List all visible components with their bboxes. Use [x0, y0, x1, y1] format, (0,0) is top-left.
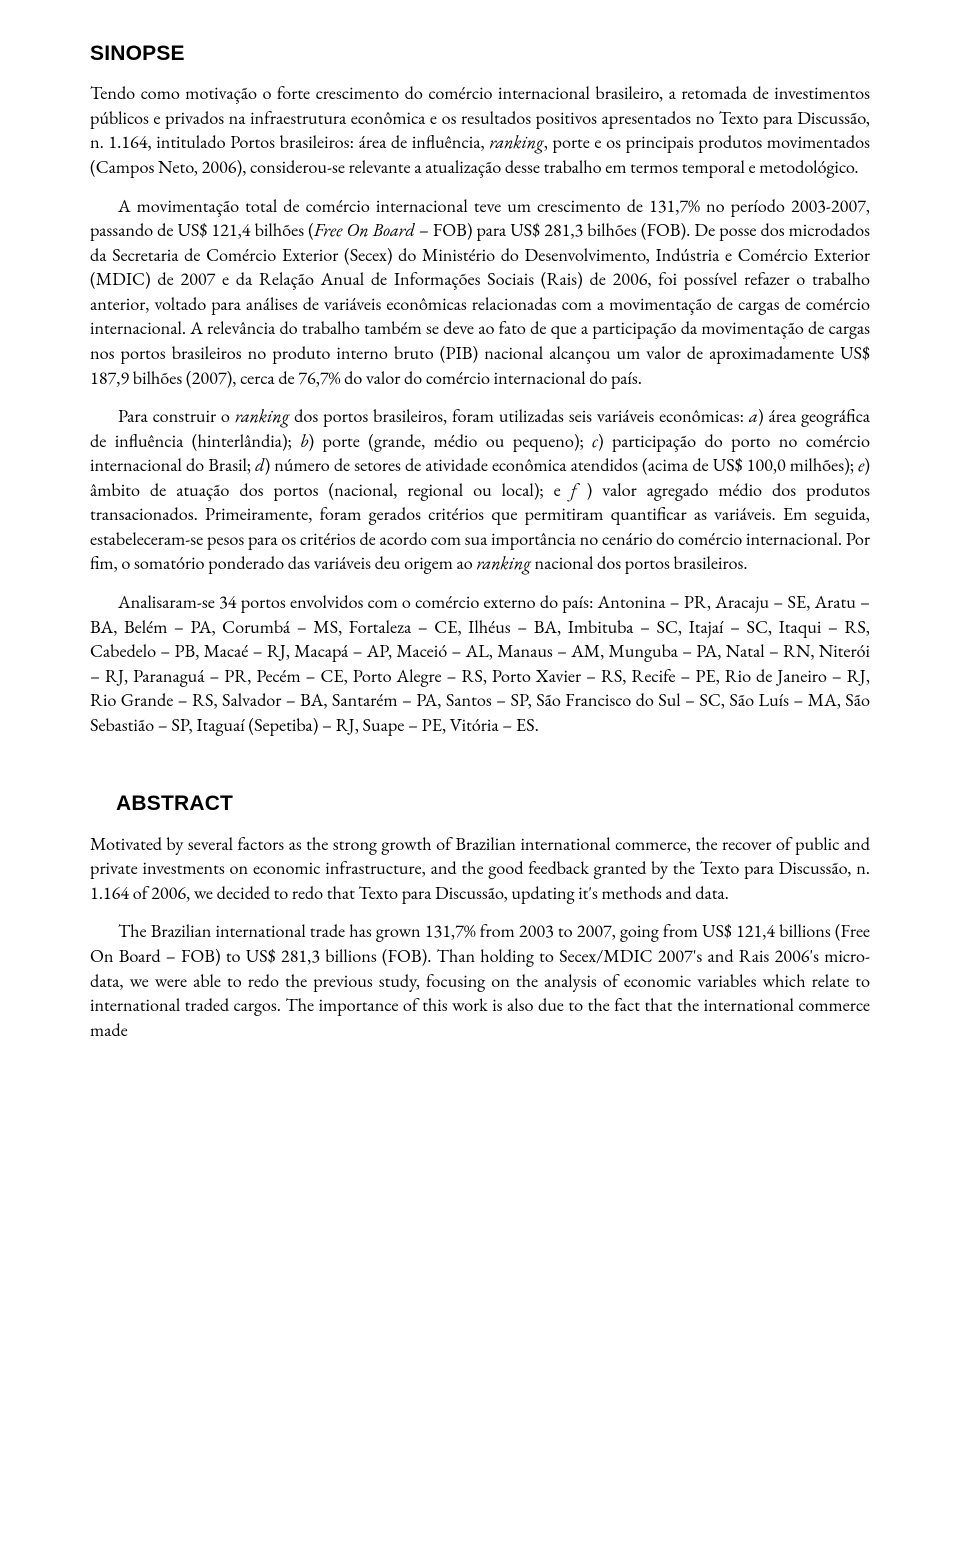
- abstract-paragraph-2: The Brazilian international trade has gr…: [90, 920, 870, 1043]
- italic-run: Free On Board: [314, 219, 415, 242]
- section-heading-abstract: ABSTRACT: [116, 790, 870, 818]
- italic-run: d: [255, 454, 264, 477]
- italic-run: ranking: [476, 552, 530, 575]
- text-run: ) porte (grande, médio ou pequeno);: [308, 430, 592, 453]
- sinopse-paragraph-4: Analisaram-se 34 portos envolvidos com o…: [90, 591, 870, 738]
- text-run: ) número de setores de atividade econômi…: [265, 454, 859, 477]
- text-run: dos portos brasileiros, foram utilizadas…: [289, 405, 749, 428]
- text-run: Para construir o: [118, 405, 235, 428]
- italic-run: ranking: [489, 131, 543, 154]
- sinopse-paragraph-1: Tendo como motivação o forte crescimento…: [90, 82, 870, 180]
- abstract-paragraph-1: Motivated by several factors as the stro…: [90, 833, 870, 907]
- text-run: – FOB) para US$ 281,3 bilhões (FOB). De …: [90, 219, 870, 389]
- sinopse-paragraph-2: A movimentação total de comércio interna…: [90, 195, 870, 392]
- italic-run: ranking: [235, 405, 289, 428]
- text-run: nacional dos portos brasileiros.: [531, 552, 748, 575]
- section-heading-sinopse: SINOPSE: [90, 40, 870, 68]
- italic-run: a: [749, 405, 758, 428]
- sinopse-paragraph-3: Para construir o ranking dos portos bras…: [90, 405, 870, 577]
